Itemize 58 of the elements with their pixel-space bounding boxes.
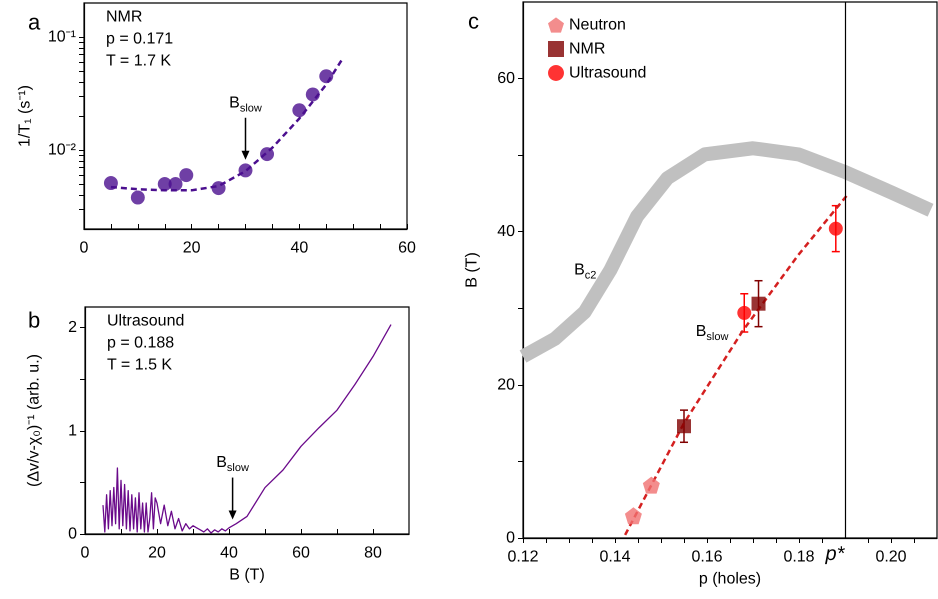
x-tick-label: 0.12 bbox=[507, 548, 539, 566]
y-tick-label: 10⁻² bbox=[48, 142, 77, 159]
y-tick-label: 2 bbox=[68, 319, 78, 336]
text: a bbox=[28, 10, 41, 34]
x-axis-title: B (T) bbox=[229, 566, 265, 584]
point bbox=[238, 163, 252, 178]
annotation: T = 1.5 K bbox=[107, 356, 172, 374]
point bbox=[179, 168, 194, 182]
point bbox=[292, 103, 306, 118]
y-axis-title: 1/T₁ (s⁻¹) bbox=[16, 85, 34, 147]
x-tick-label: 40 bbox=[290, 240, 308, 256]
x-tick-label: 0.18 bbox=[783, 548, 815, 566]
text: c bbox=[468, 8, 479, 34]
annotation: NMR bbox=[106, 8, 142, 26]
point bbox=[104, 176, 118, 190]
y-tick-label: 0 bbox=[68, 526, 78, 542]
point bbox=[260, 147, 274, 162]
text: b bbox=[28, 308, 40, 332]
line-series bbox=[624, 194, 849, 536]
x-axis-title: p (holes) bbox=[698, 570, 762, 588]
x-tick-label: 40 bbox=[220, 544, 238, 562]
point bbox=[130, 190, 145, 204]
point bbox=[319, 69, 334, 84]
x-tick-label: 20 bbox=[148, 544, 166, 562]
annotation: p = 0.188 bbox=[107, 334, 174, 352]
point bbox=[752, 296, 766, 311]
legend-label: Ultrasound bbox=[569, 64, 646, 82]
x-tick-label: 60 bbox=[398, 240, 416, 256]
x-tick-label: 80 bbox=[364, 544, 382, 562]
x-tick-label: 20 bbox=[182, 240, 201, 256]
point bbox=[306, 87, 320, 102]
legend-label: Neutron bbox=[569, 16, 626, 34]
x-tick-label: 0 bbox=[80, 240, 89, 256]
annotation: Ultrasound bbox=[107, 312, 184, 330]
y-tick-label: 1 bbox=[68, 422, 78, 440]
point bbox=[168, 177, 183, 192]
x-tick-label: 0.20 bbox=[875, 548, 907, 566]
y-axis-title: B (T) bbox=[464, 252, 480, 288]
y-axis-title: (Δv/v-χ₀)⁻¹ (arb. u.) bbox=[26, 354, 42, 487]
point bbox=[828, 222, 843, 236]
x-tick-label: 0.14 bbox=[599, 548, 631, 566]
point bbox=[677, 419, 691, 434]
point bbox=[642, 476, 660, 494]
legend-label: NMR bbox=[569, 40, 606, 58]
y-tick-label: 10⁻¹ bbox=[48, 28, 76, 46]
point bbox=[624, 507, 642, 524]
point bbox=[212, 181, 226, 196]
x-tick-label: 0 bbox=[80, 544, 90, 562]
annotation: T = 1.7 K bbox=[106, 52, 172, 70]
y-tick-label: 20 bbox=[497, 376, 516, 394]
x-tick-label: 0.16 bbox=[691, 548, 723, 566]
annotation: p = 0.171 bbox=[106, 30, 174, 48]
y-tick-label: 60 bbox=[497, 70, 516, 88]
ref-line-label: p* bbox=[824, 543, 846, 565]
y-tick-label: 40 bbox=[497, 223, 516, 240]
y-tick-label: 0 bbox=[506, 530, 516, 546]
x-tick-label: 60 bbox=[292, 544, 310, 562]
point bbox=[737, 306, 752, 320]
